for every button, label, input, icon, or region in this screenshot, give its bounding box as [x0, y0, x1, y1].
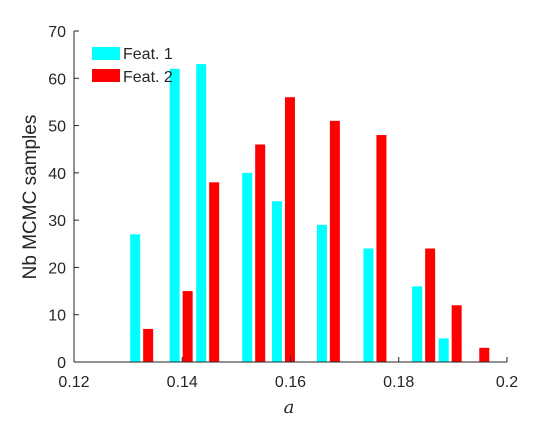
- bar-series-2-9: [479, 347, 490, 362]
- bar-series-2-6: [376, 135, 387, 362]
- bar-series-2-5: [329, 120, 340, 362]
- bar-series-1-2: [196, 64, 207, 362]
- bar-series-2-2: [209, 182, 220, 362]
- legend-label-feat-2: Feat. 2: [123, 69, 173, 86]
- bar-series-2-3: [255, 144, 266, 362]
- legend: Feat. 1 Feat. 2: [92, 46, 173, 86]
- bar-series-2-4: [284, 97, 295, 362]
- y-tick-label-2: 20: [48, 260, 66, 277]
- bar-series-2-8: [451, 305, 462, 362]
- x-tick-label-1: 0.14: [167, 374, 198, 391]
- bar-series-1-0: [130, 234, 141, 362]
- bar-series-2-1: [182, 291, 193, 362]
- y-tick-label-4: 40: [48, 166, 66, 183]
- bar-series-2-0: [143, 328, 154, 362]
- bar-series-1-5: [316, 224, 327, 362]
- x-tick-label-0: 0.12: [58, 374, 89, 391]
- legend-swatch-feat-1: [92, 47, 120, 60]
- bar-series-2-7: [425, 248, 436, 362]
- bar-series-1-3: [242, 172, 253, 362]
- bar-series-1-8: [438, 338, 449, 362]
- y-tick-label-0: 0: [57, 355, 66, 372]
- x-tick-label-2: 0.16: [275, 374, 306, 391]
- ticks-layer: 0.12 0.14 0.16 0.18 0.2 0 10 20 30 40 50 60 70: [48, 24, 518, 391]
- legend-label-feat-1: Feat. 1: [123, 46, 173, 63]
- y-tick-label-6: 60: [48, 71, 66, 88]
- y-tick-label-5: 50: [48, 119, 66, 136]
- x-axis-label: a: [284, 397, 295, 418]
- legend-swatch-feat-2: [92, 69, 120, 82]
- bar-series-1-1: [169, 68, 180, 362]
- y-axis-label: Nb MCMC samples: [20, 115, 41, 280]
- bar-series-1-7: [412, 286, 423, 362]
- bar-series-1-4: [271, 201, 282, 362]
- bars-layer: [130, 64, 490, 362]
- y-tick-label-7: 70: [48, 24, 66, 41]
- x-tick-label-4: 0.2: [496, 374, 518, 391]
- x-tick-label-3: 0.18: [383, 374, 414, 391]
- y-tick-label-3: 30: [48, 213, 66, 230]
- y-tick-label-1: 10: [48, 308, 66, 325]
- bar-series-1-6: [363, 248, 374, 362]
